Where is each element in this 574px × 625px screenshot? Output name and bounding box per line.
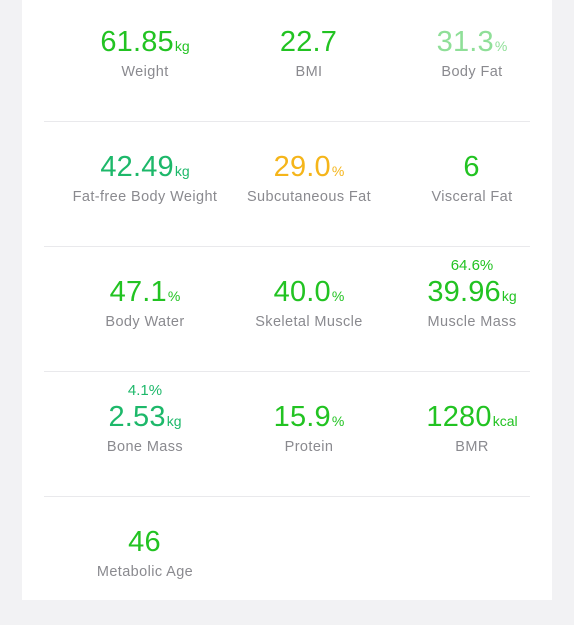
metric-percentage: 4.1% bbox=[127, 382, 163, 399]
metric-weight[interactable]: 61.85kg Weight bbox=[45, 0, 245, 125]
metric-value: 15.9 bbox=[273, 401, 331, 433]
metric-unit: kg bbox=[166, 413, 182, 429]
metric-label: Fat-free Body Weight bbox=[72, 189, 218, 205]
metric-unit: kg bbox=[174, 38, 190, 54]
metric-value-line: 47.1% bbox=[45, 274, 245, 310]
metric-label: Weight bbox=[121, 64, 169, 80]
metric-value-line: 42.49kg bbox=[45, 149, 245, 185]
metric-value-line: 6 bbox=[372, 149, 572, 185]
metric-unit: kcal bbox=[492, 413, 518, 429]
metric-muscle-mass[interactable]: 64.6% 39.96kg Muscle Mass bbox=[372, 250, 572, 375]
metric-value: 22.7 bbox=[279, 26, 338, 58]
metric-label: BMR bbox=[455, 439, 489, 455]
metric-unit: % bbox=[167, 288, 181, 304]
metric-skeletal-muscle[interactable]: 40.0% Skeletal Muscle bbox=[209, 250, 409, 375]
metric-value: 40.0 bbox=[273, 276, 331, 308]
row-divider bbox=[44, 496, 530, 497]
metrics-row-2: 42.49kg Fat-free Body Weight 29.0% Subcu… bbox=[44, 125, 530, 250]
metric-value-line: 31.3% bbox=[372, 24, 572, 60]
metric-value-line: 29.0% bbox=[209, 149, 409, 185]
metric-label: Visceral Fat bbox=[431, 189, 513, 205]
metric-body-fat[interactable]: 31.3% Body Fat bbox=[372, 0, 572, 125]
metric-body-water[interactable]: 47.1% Body Water bbox=[45, 250, 245, 375]
metric-value-line: 46 bbox=[45, 524, 245, 560]
row-divider bbox=[44, 371, 530, 372]
metric-value: 1280 bbox=[426, 401, 492, 433]
metric-value: 47.1 bbox=[109, 276, 167, 308]
metric-label: Subcutaneous Fat bbox=[246, 189, 372, 205]
metric-value-line: 15.9% bbox=[209, 399, 409, 435]
metric-label: Bone Mass bbox=[106, 439, 184, 455]
metric-label: Muscle Mass bbox=[427, 314, 517, 330]
metric-value: 29.0 bbox=[273, 151, 331, 183]
metric-value-line: 22.7 bbox=[209, 24, 409, 60]
metric-bmr[interactable]: 1280kcal BMR bbox=[372, 375, 572, 500]
metrics-row-5: 46 Metabolic Age bbox=[44, 500, 530, 625]
metric-percentage: 64.6% bbox=[450, 257, 494, 274]
metric-bone-mass[interactable]: 4.1% 2.53kg Bone Mass bbox=[45, 375, 245, 500]
metric-value: 61.85 bbox=[100, 26, 174, 58]
metric-unit: % bbox=[494, 38, 508, 54]
metric-unit: kg bbox=[174, 163, 190, 179]
metric-label: Body Fat bbox=[441, 64, 503, 80]
metric-label: Body Water bbox=[105, 314, 185, 330]
metric-label: Skeletal Muscle bbox=[255, 314, 363, 330]
metrics-row-4: 4.1% 2.53kg Bone Mass 15.9% Protein 1280… bbox=[44, 375, 530, 500]
metric-value: 31.3 bbox=[436, 26, 494, 58]
row-divider bbox=[44, 246, 530, 247]
metric-visceral-fat[interactable]: 6 Visceral Fat bbox=[372, 125, 572, 250]
row-divider bbox=[44, 121, 530, 122]
metric-label: Protein bbox=[284, 439, 334, 455]
metric-unit: % bbox=[331, 288, 345, 304]
metric-metabolic-age[interactable]: 46 Metabolic Age bbox=[45, 500, 245, 625]
metrics-row-1: 61.85kg Weight 22.7 BMI 31.3% Body Fat bbox=[44, 0, 530, 125]
metric-value: 6 bbox=[463, 151, 480, 183]
metric-value-line: 40.0% bbox=[209, 274, 409, 310]
metric-subcutaneous-fat[interactable]: 29.0% Subcutaneous Fat bbox=[209, 125, 409, 250]
metric-unit: kg bbox=[501, 288, 517, 304]
metric-unit: % bbox=[331, 163, 345, 179]
metric-unit: % bbox=[331, 413, 345, 429]
metric-protein[interactable]: 15.9% Protein bbox=[209, 375, 409, 500]
metrics-row-3: 47.1% Body Water 40.0% Skeletal Muscle 6… bbox=[44, 250, 530, 375]
body-composition-panel: 61.85kg Weight 22.7 BMI 31.3% Body Fat 4… bbox=[22, 0, 552, 600]
metric-label: Metabolic Age bbox=[96, 564, 194, 580]
metric-value: 2.53 bbox=[108, 401, 166, 433]
metric-bmi[interactable]: 22.7 BMI bbox=[209, 0, 409, 125]
metric-value-line: 39.96kg bbox=[372, 274, 572, 310]
metric-value: 46 bbox=[128, 526, 161, 558]
metric-fat-free-body-weight[interactable]: 42.49kg Fat-free Body Weight bbox=[45, 125, 245, 250]
metric-value-line: 1280kcal bbox=[372, 399, 572, 435]
metric-label: BMI bbox=[295, 64, 323, 80]
metric-value-line: 2.53kg bbox=[45, 399, 245, 435]
metric-value: 42.49 bbox=[100, 151, 174, 183]
metric-value: 39.96 bbox=[427, 276, 501, 308]
metric-value-line: 61.85kg bbox=[45, 24, 245, 60]
